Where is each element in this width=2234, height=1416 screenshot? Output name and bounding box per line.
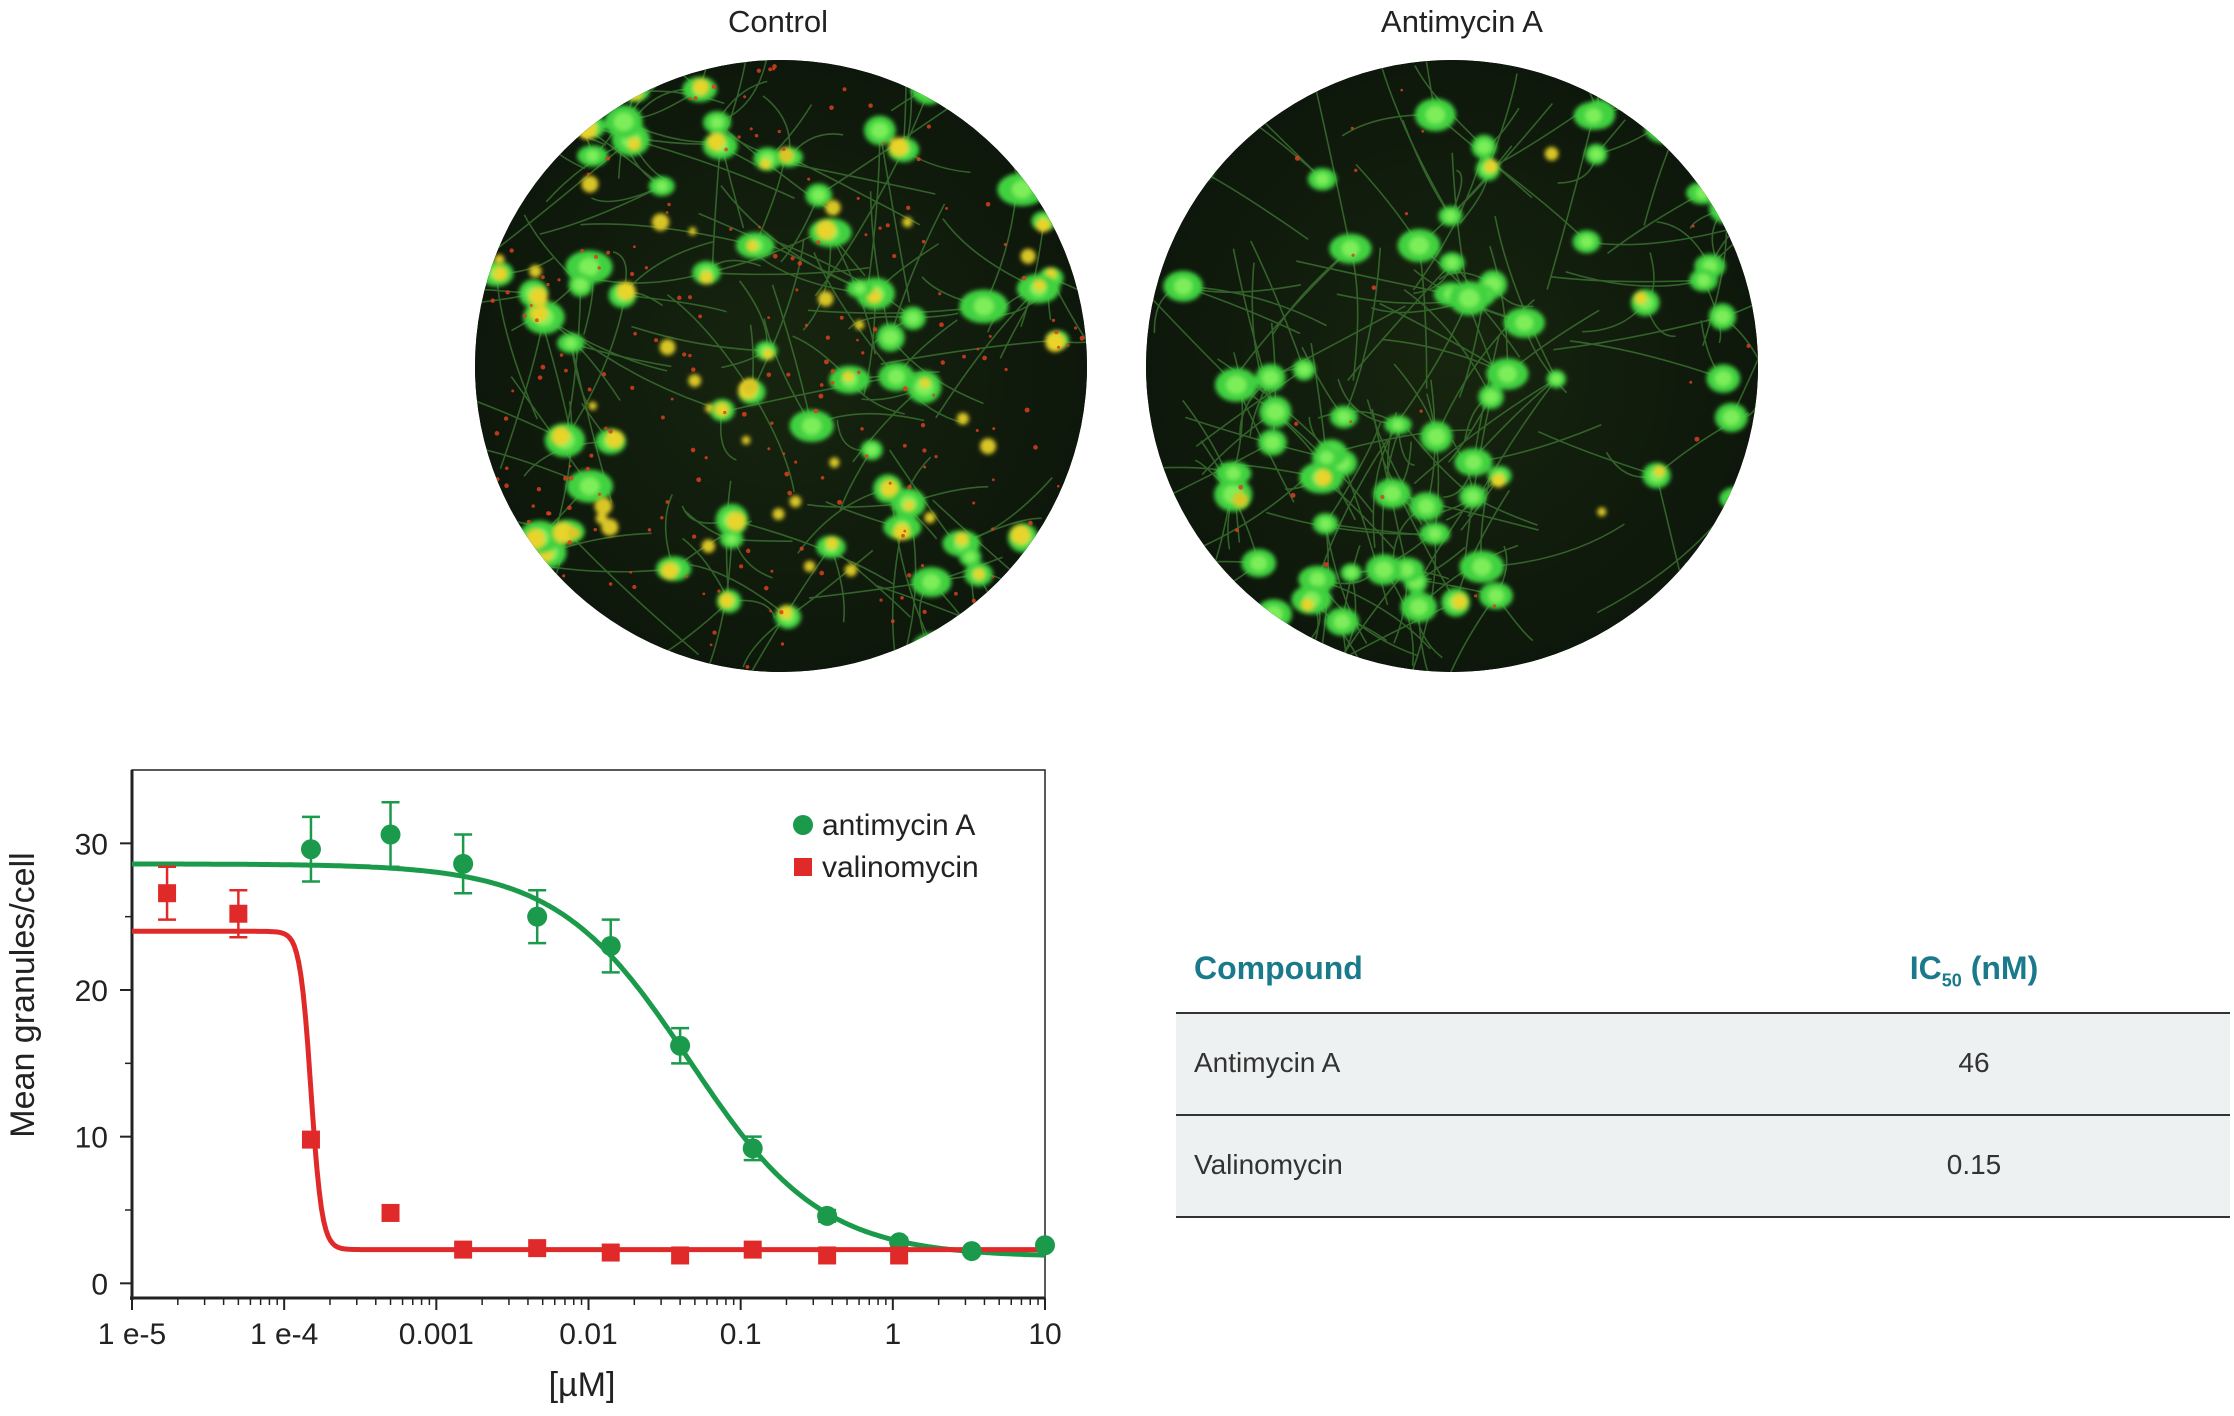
data-point-antimycin — [742, 1138, 763, 1159]
x-tick-label: 1 e-5 — [98, 1318, 166, 1351]
data-point-antimycin — [961, 1241, 982, 1262]
legend-label: antimycin A — [822, 809, 975, 842]
legend-label: valinomycin — [822, 851, 979, 884]
table-row: Valinomycin 0.15 — [1176, 1116, 2230, 1218]
data-point-valinomycin — [301, 1130, 320, 1149]
y-tick-label: 0 — [91, 1268, 108, 1301]
data-point-valinomycin — [671, 1246, 690, 1265]
legend-marker — [793, 815, 813, 835]
data-point-valinomycin — [381, 1203, 400, 1222]
control-image-title: Control — [728, 4, 828, 39]
data-point-antimycin — [453, 853, 474, 874]
data-point-antimycin — [1035, 1235, 1055, 1256]
data-point-valinomycin — [818, 1246, 837, 1265]
row-compound: Antimycin A — [1194, 1047, 1341, 1078]
antimycin-image-title: Antimycin A — [1381, 4, 1543, 39]
x-tick-label: 10 — [1028, 1318, 1061, 1351]
data-point-valinomycin — [454, 1240, 473, 1259]
data-point-valinomycin — [229, 904, 248, 923]
data-point-valinomycin — [743, 1240, 762, 1259]
y-axis-label: Mean granules/cell — [4, 852, 42, 1137]
control-micrograph — [475, 60, 1087, 672]
data-point-valinomycin — [601, 1243, 620, 1262]
table-row: Antimycin A 46 — [1176, 1014, 2230, 1116]
row-ic50: 0.15 — [1946, 1149, 2002, 1180]
x-tick-label: 1 e-4 — [250, 1318, 318, 1351]
header-ic50: IC50 (nM) — [1909, 950, 2039, 991]
dose-response-chart: 1 e-5 1 e-4 0.001 0.01 0.1 1 10 0 10 20 30 antimyc… — [4, 769, 1062, 1404]
fit-curve-antimycin-A — [132, 861, 1045, 1258]
data-point-valinomycin — [890, 1246, 909, 1265]
data-point-antimycin — [817, 1205, 838, 1226]
data-point-antimycin — [380, 824, 401, 845]
x-tick-label: 0.01 — [559, 1318, 617, 1351]
x-tick-label: 0.001 — [399, 1318, 474, 1351]
data-point-valinomycin — [158, 884, 177, 903]
data-point-antimycin — [600, 936, 621, 956]
x-tick-label: 0.1 — [720, 1318, 762, 1351]
y-tick-label: 20 — [75, 975, 108, 1008]
row-compound: Valinomycin — [1194, 1149, 1343, 1180]
data-point-valinomycin — [528, 1239, 547, 1258]
x-tick-label: 1 — [884, 1318, 901, 1351]
data-point-antimycin — [527, 906, 548, 927]
data-point-antimycin — [670, 1035, 691, 1056]
header-compound: Compound — [1194, 950, 1363, 986]
x-axis-label: [µM] — [549, 1366, 616, 1404]
plot-frame — [131, 769, 1046, 1299]
legend-marker — [794, 858, 812, 876]
data-point-antimycin — [300, 839, 321, 860]
row-ic50: 46 — [1958, 1047, 1990, 1078]
antimycin-micrograph — [1146, 60, 1758, 672]
table-header: Compound IC50 (nM) — [1176, 930, 2230, 1014]
ic50-table: Compound IC50 (nM) Antimycin A 46 Valino… — [1176, 930, 2230, 1218]
fit-curve-valinomycin — [132, 928, 1045, 1253]
y-tick-label: 10 — [75, 1122, 108, 1155]
y-tick-label: 30 — [75, 828, 108, 861]
